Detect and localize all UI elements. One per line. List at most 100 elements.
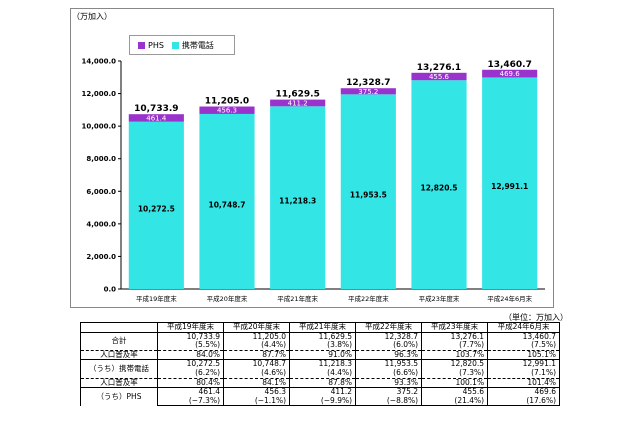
table-body: 合計 10,733.9 11,205.0 11,629.5 12,328.7 13,276…: [80, 331, 560, 407]
y-tick-label: 0.0: [104, 286, 117, 294]
table-unit-label: （単位：万加入）: [504, 313, 568, 322]
y-tick-label: 12,000.0: [81, 90, 116, 98]
table-row-label: 合計: [80, 331, 158, 351]
data-label-total: 12,328.7: [346, 78, 390, 88]
legend-label-phs: PHS: [148, 40, 164, 50]
y-tick-label: 6,000.0: [86, 188, 116, 196]
y-axis-unit-label: （万加入）: [72, 12, 112, 21]
y-tick-label: 8,000.0: [86, 155, 116, 163]
table-cell-growth: (6.2%): [156, 368, 225, 379]
table-cell-growth: (4.6%): [223, 368, 291, 379]
bar-mobile: [128, 121, 184, 289]
table-header: 平成23年度末: [421, 322, 489, 333]
x-tick-label: 平成24年6月末: [487, 294, 532, 303]
table-cell: 101.4%: [487, 377, 560, 388]
table-row: （うち）携帯電話 10,272.5 10,748.7 11,218.3 11,953.5…: [80, 359, 560, 379]
table-cell: 105.1%: [487, 349, 560, 360]
table-cell-growth: (6.6%): [355, 368, 423, 379]
table-cell-growth: (7.7%): [421, 340, 489, 351]
data-label-phs: 456.3: [217, 107, 237, 115]
bar-mobile: [340, 94, 396, 290]
table-cell-growth: (−7.3%): [156, 396, 225, 407]
table-cell-growth: (6.0%): [355, 340, 423, 351]
bar-phs: [411, 72, 467, 81]
x-tick-label: 平成19年度末: [136, 294, 177, 303]
y-tick-label: 14,000.0: [81, 58, 116, 66]
table-cell-growth: (7.5%): [487, 340, 560, 351]
table-row: （うち）PHS 461.4 456.3 411.2 375.2 455.6 469.6: [80, 387, 560, 406]
bar-phs: [128, 114, 184, 122]
bar-phs: [199, 106, 255, 114]
table-cell-growth: (3.8%): [289, 340, 357, 351]
data-label-phs: 375.2: [358, 88, 378, 96]
data-label-total: 13,460.7: [487, 60, 531, 70]
table-cell: 13,276.1: [421, 331, 489, 342]
table-row-label: （うち）PHS: [80, 387, 158, 406]
table-row-label: （うち）携帯電話: [80, 359, 158, 379]
table-cell: 469.6: [487, 387, 560, 397]
chart-legend: PHS 携帯電話: [129, 35, 235, 55]
data-label-phs: 411.2: [288, 99, 308, 107]
table-row: 合計 10,733.9 11,205.0 11,629.5 12,328.7 13,276…: [80, 331, 560, 351]
data-label-phs: 469.6: [500, 70, 521, 78]
table-cell-growth: (21.4%): [421, 396, 489, 407]
table-cell-growth: (7.1%): [487, 368, 560, 379]
legend-swatch-mobile: [171, 41, 179, 49]
data-label-mobile: 12,820.5: [420, 184, 457, 193]
table-cell-growth: (−1.1%): [223, 396, 291, 407]
table-cell: 12,991.1: [487, 359, 560, 369]
table-corner-cell: [80, 322, 158, 333]
table-cell: 103.7%: [421, 349, 489, 360]
bar-phs: [482, 69, 538, 78]
table-header: 平成22年度末: [355, 322, 423, 333]
table-row-sub: (5.5%) (4.4%) (3.8%) (6.0%) (7.7%) (7.5%): [81, 340, 560, 351]
data-label-mobile: 10,272.5: [138, 204, 175, 213]
data-label-phs: 461.4: [146, 114, 167, 122]
y-tick-label: 10,000.0: [81, 123, 116, 131]
bar-chart: 0.0 2,000.0 4,000.0 6,000.0 8,000.0 10,000.0 1…: [81, 58, 545, 303]
table-cell-growth: (4.4%): [223, 340, 291, 351]
legend-label-mobile: 携帯電話: [181, 40, 214, 50]
table-header: 平成21年度末: [289, 322, 357, 333]
table-row-label: 人口普及率: [80, 349, 158, 360]
table-cell: 13,460.7: [487, 331, 560, 342]
x-tick-label: 平成22年度末: [348, 294, 389, 303]
table-cell-growth: (4.4%): [289, 368, 357, 379]
bar-phs: [270, 99, 326, 107]
y-tick-label: 2,000.0: [86, 253, 116, 261]
x-tick-label: 平成21年度末: [277, 294, 318, 303]
data-label-mobile: 11,218.3: [279, 197, 316, 206]
bar-mobile: [199, 113, 255, 290]
table-row-sub: (−7.3%) (−1.1%) (−9.9%) (−8.8%) (21.4%) (17.6…: [81, 396, 560, 407]
data-label-total: 13,276.1: [417, 63, 461, 73]
data-label-phs: 455.6: [429, 73, 450, 81]
data-label-mobile: 10,748.7: [208, 200, 245, 209]
table-header: 平成19年度末: [156, 322, 225, 333]
x-tick-label: 平成20年度末: [207, 294, 248, 303]
table-row-sub: (6.2%) (4.6%) (4.4%) (6.6%) (7.3%) (7.1%): [81, 368, 560, 379]
bar-mobile: [482, 77, 538, 289]
table-row: 人口普及率 84.0% 87.7% 91.0% 96.3% 103.7% 105.1%: [80, 349, 560, 360]
table-header: 平成24年6月末: [487, 322, 560, 333]
data-label-total: 10,733.9: [134, 104, 178, 114]
chart-panel: 0.0 2,000.0 4,000.0 6,000.0 8,000.0 10,000.0 1…: [70, 8, 554, 308]
table-row-label: 人口普及率: [80, 377, 158, 388]
bar-mobile: [411, 80, 467, 289]
bar-phs: [340, 88, 396, 95]
bar-mobile: [270, 106, 326, 289]
table-cell-growth: (−9.9%): [289, 396, 357, 407]
table-cell: 12,820.5: [421, 359, 489, 369]
table-cell-growth: (7.3%): [421, 368, 489, 379]
table-cell-growth: (−8.8%): [355, 396, 423, 407]
data-label-mobile: 12,991.1: [491, 182, 528, 191]
table-cell-growth: (17.6%): [487, 396, 560, 407]
table-header: 平成20年度末: [223, 322, 291, 333]
x-tick-label: 平成23年度末: [419, 294, 460, 303]
table-cell: 455.6: [421, 387, 489, 397]
data-label-total: 11,629.5: [275, 90, 319, 100]
data-label-total: 11,205.0: [205, 97, 249, 107]
legend-swatch-phs: [138, 41, 145, 49]
table-row: 人口普及率 80.4% 84.1% 87.8% 93.3% 100.1% 101.4%: [80, 377, 560, 388]
data-label-mobile: 11,953.5: [350, 191, 387, 200]
data-table: 平成19年度末 平成20年度末 平成21年度末 平成22年度末 平成23年度末 …: [80, 322, 560, 407]
